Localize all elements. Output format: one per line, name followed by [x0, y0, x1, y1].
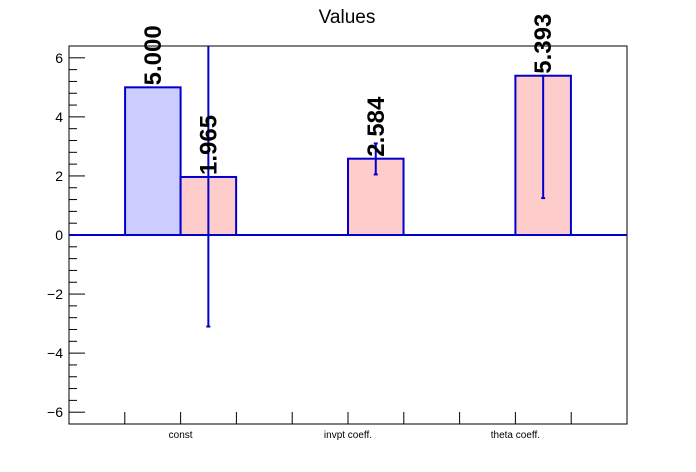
y-tick-label: 6: [55, 50, 63, 66]
bar-value-label: 2.584: [363, 96, 390, 157]
x-category-label: theta coeff.: [491, 430, 540, 441]
x-category-label: const: [169, 430, 193, 441]
y-tick-label: 2: [55, 168, 63, 184]
bar: [124, 86, 182, 236]
x-category-label: invpt coeff.: [324, 430, 372, 441]
data-labels: 5.000 1.965 2.584 5.393: [140, 14, 557, 175]
y-tick-label: 4: [55, 109, 63, 125]
y-tick-label: −4: [47, 345, 63, 361]
chart-title: Values: [319, 7, 376, 28]
bar-value-label: 5.000: [140, 25, 167, 85]
bar-value-label: 5.393: [530, 14, 557, 74]
y-tick-label: 0: [55, 227, 63, 243]
y-tick-label: −6: [47, 404, 63, 420]
y-tick-label: −2: [47, 286, 63, 302]
axes: −6 −4 −2 0 2 4 6 const invpt coeff. theta coeff.: [47, 45, 628, 441]
bar-value-label: 1.965: [195, 115, 222, 175]
bars: [124, 46, 572, 328]
